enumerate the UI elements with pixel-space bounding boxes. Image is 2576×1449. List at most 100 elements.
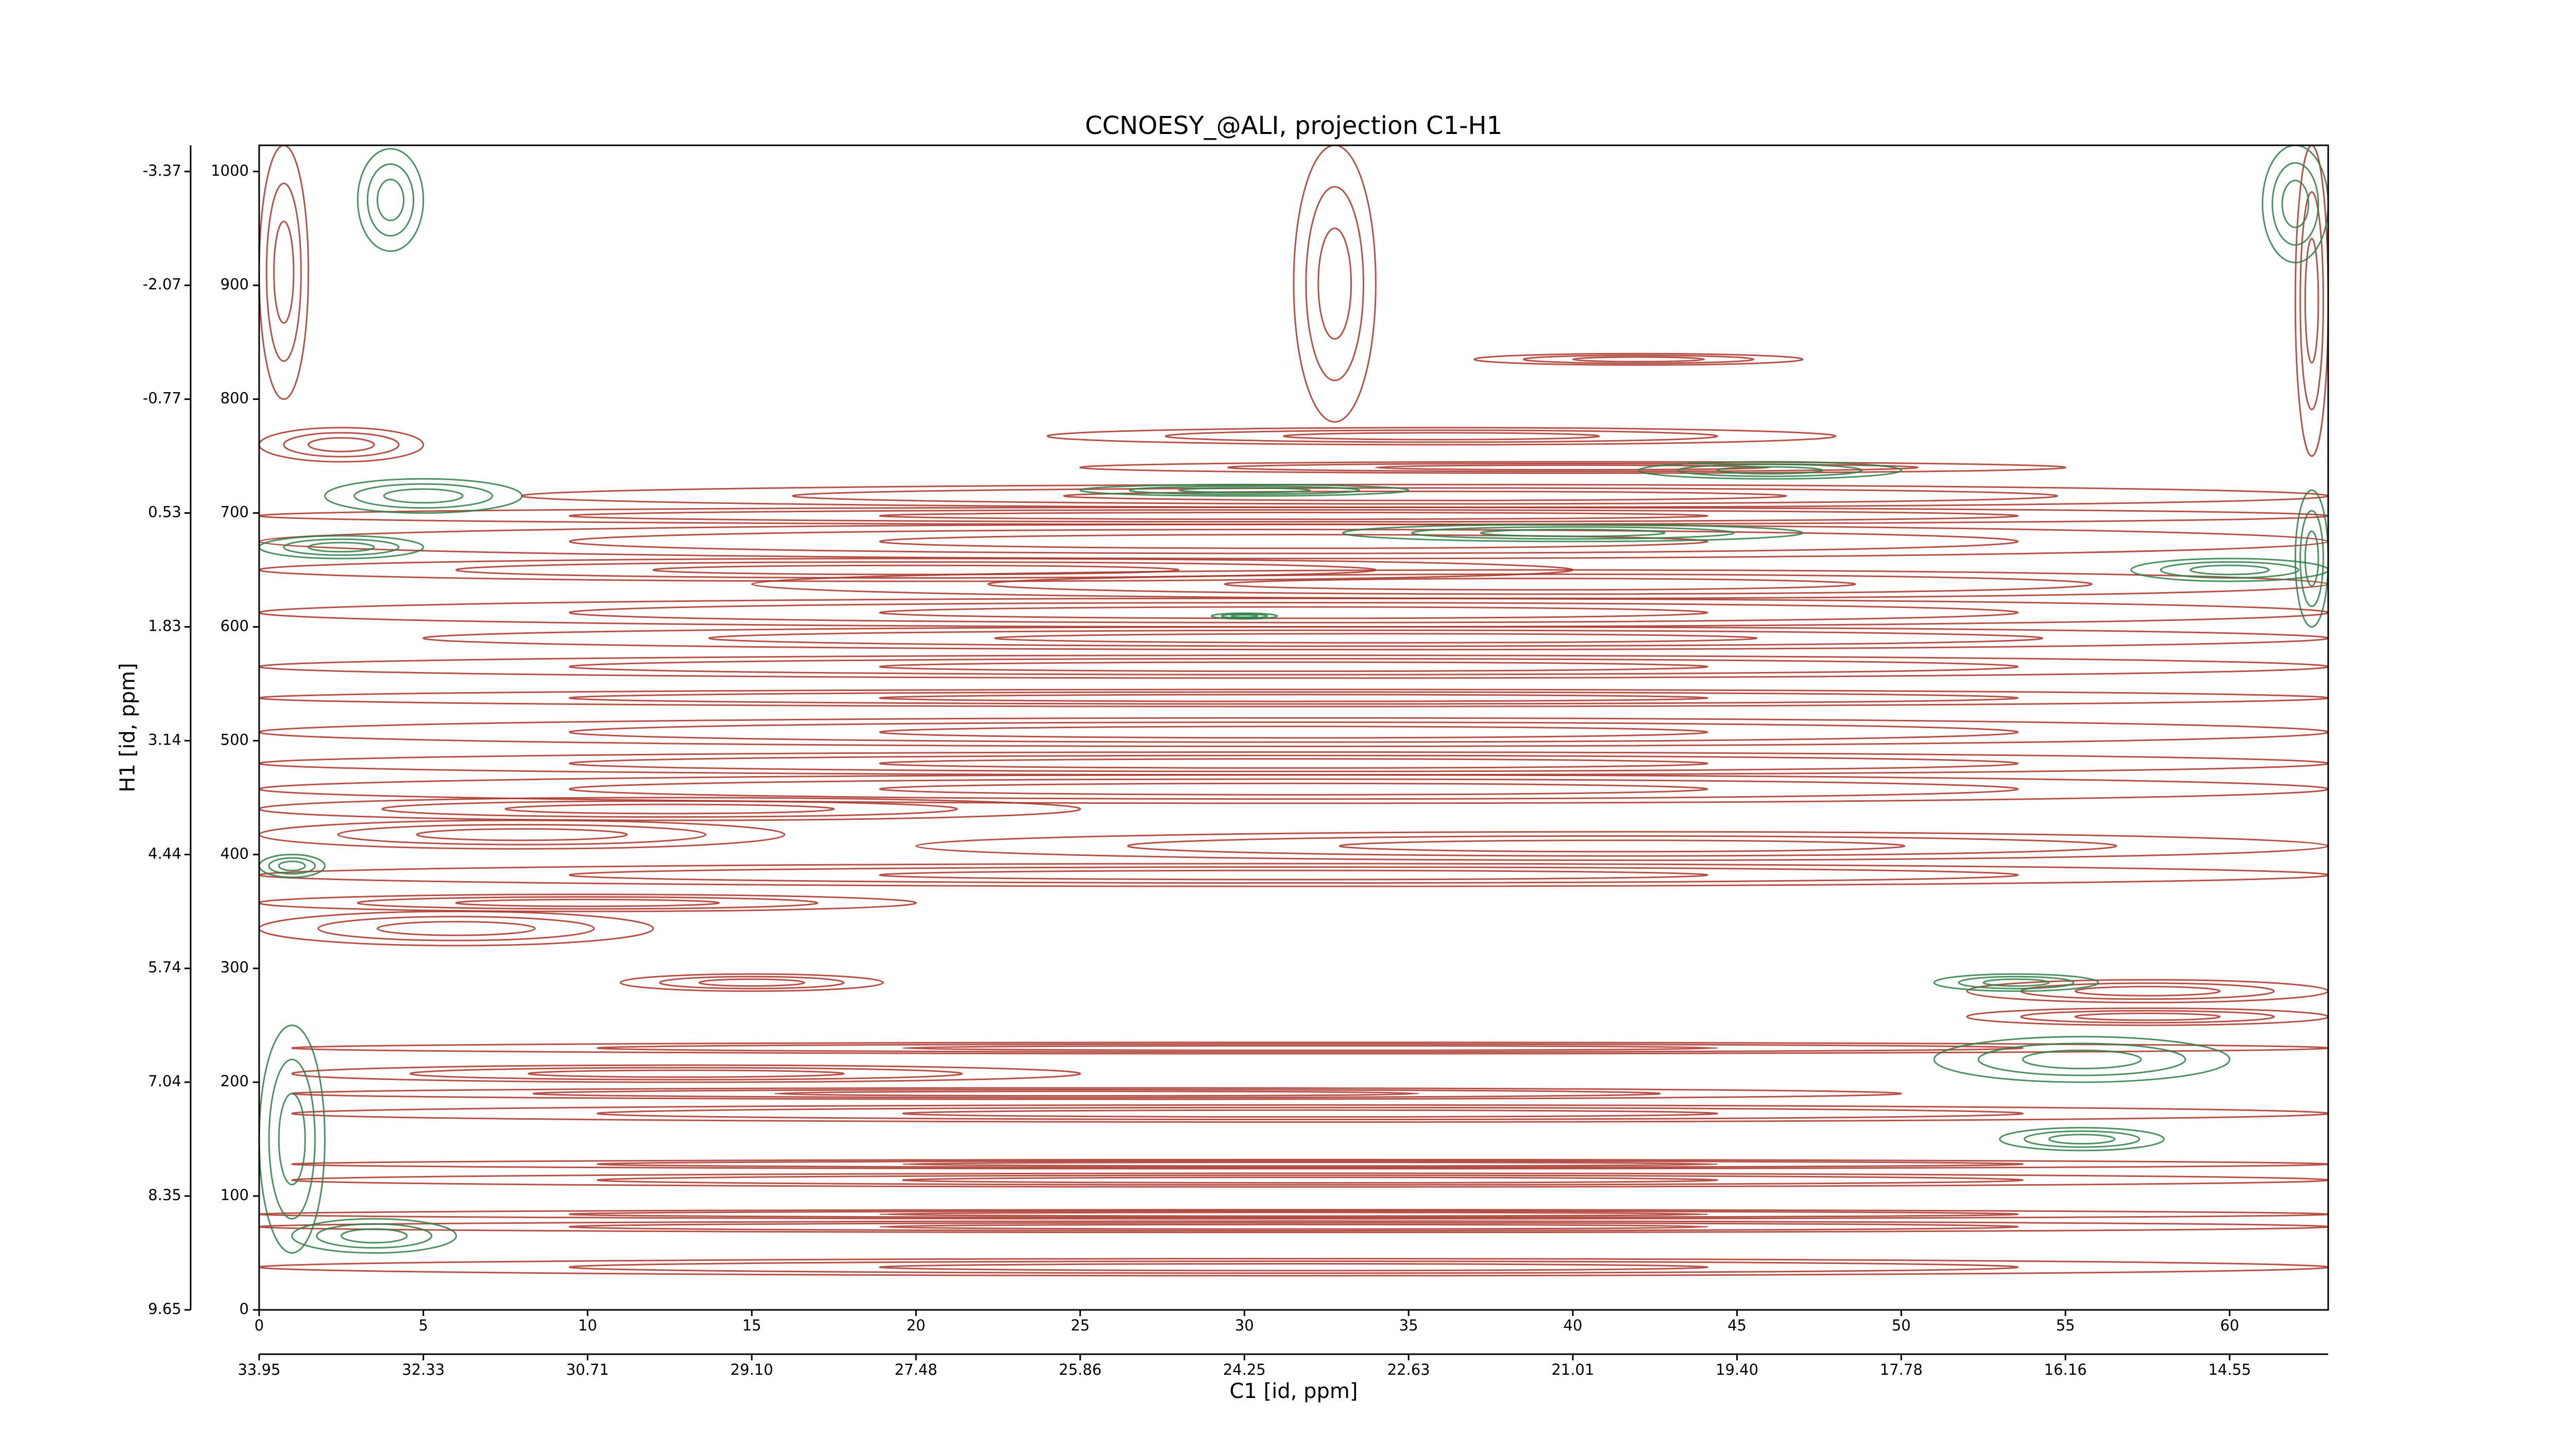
contour-level: [291, 1172, 2328, 1188]
contour-level: [619, 973, 884, 992]
contour-level: [1933, 973, 2099, 992]
contour-level: [568, 754, 2019, 772]
contour-level: [2304, 238, 2319, 364]
contour-level: [357, 896, 819, 910]
contour-level: [337, 823, 707, 846]
x2-tick-label: 14.55: [2208, 1361, 2251, 1378]
contour-level: [381, 800, 958, 818]
contour-level: [353, 483, 494, 509]
contour-level: [259, 654, 2328, 679]
contour-level: [879, 511, 1708, 520]
contour-level: [597, 1106, 2024, 1121]
y2-tick-label: 7.04: [148, 1072, 181, 1090]
contour-level: [532, 1089, 1661, 1099]
contour-level: [1677, 463, 1863, 477]
contour-level: [308, 437, 375, 452]
y-tick-label: 400: [221, 845, 249, 862]
contour-level: [2272, 162, 2319, 246]
x-tick-label: 30: [1235, 1317, 1254, 1334]
y-tick-label: 500: [221, 731, 249, 748]
contour-level: [568, 866, 2019, 884]
contour-level: [879, 1263, 1708, 1272]
y2-tick-label: 8.35: [148, 1186, 181, 1204]
contour-level: [2023, 1130, 2140, 1148]
contour-level: [1063, 491, 1787, 501]
contour-level: [259, 853, 326, 879]
contour-level: [259, 1024, 326, 1254]
contour-level: [455, 561, 1377, 579]
y2-tick-label: 3.14: [148, 731, 181, 748]
contour-level: [291, 1041, 2328, 1055]
x-tick-label: 50: [1892, 1317, 1911, 1334]
y2-tick-label: 9.65: [148, 1300, 181, 1318]
x-axis-label: C1 [id, ppm]: [1230, 1379, 1358, 1403]
contour-level: [2020, 982, 2275, 1000]
contour-level: [1637, 461, 1902, 480]
contour-level: [568, 691, 2019, 705]
x-tick-label: 40: [1563, 1317, 1582, 1334]
contour-level: [902, 1176, 1718, 1184]
y2-tick-label: 0.53: [148, 503, 181, 521]
contour-level: [2304, 530, 2319, 587]
y-tick-label: 100: [221, 1186, 249, 1204]
contour-level: [291, 1104, 2328, 1123]
contour-level: [376, 921, 536, 936]
y-tick-label: 1000: [211, 162, 249, 179]
x-tick-label: 10: [578, 1317, 597, 1334]
x-tick-label: 0: [255, 1317, 264, 1334]
y-tick-label: 900: [221, 276, 249, 293]
contour-level: [308, 542, 375, 553]
contour-level: [879, 782, 1708, 796]
contour-level: [376, 178, 404, 222]
contour-level: [259, 427, 425, 463]
contour-level: [698, 978, 805, 987]
contour-level: [259, 717, 2328, 747]
contour-level: [879, 726, 1708, 739]
y-tick-label: 600: [221, 617, 249, 634]
contour-level: [1079, 483, 1410, 497]
contour-level: [1411, 526, 1735, 540]
contour-level: [268, 1058, 316, 1220]
x-tick-label: 15: [742, 1317, 761, 1334]
contour-level: [1283, 432, 1600, 441]
contour-level: [1977, 1042, 2187, 1076]
contour-level: [2299, 191, 2324, 411]
contour-level: [879, 661, 1708, 672]
contour-level: [259, 1258, 2328, 1277]
contour-level: [291, 1064, 1081, 1083]
x2-tick-label: 21.01: [1551, 1361, 1594, 1378]
x2-tick-label: 16.16: [2044, 1361, 2087, 1378]
contour-level: [568, 658, 2019, 676]
contour-level: [1127, 835, 2117, 857]
x-tick-label: 20: [906, 1317, 925, 1334]
x2-tick-label: 25.86: [1059, 1361, 1101, 1378]
x2-tick-label: 19.40: [1716, 1361, 1758, 1378]
contour-level: [879, 1223, 1708, 1230]
x-tick-label: 25: [1071, 1317, 1090, 1334]
contour-level: [987, 573, 2093, 595]
y-tick-label: 800: [221, 390, 249, 407]
x-tick-label: 60: [2220, 1317, 2239, 1334]
contour-level: [708, 629, 2043, 647]
contour-level: [879, 606, 1708, 619]
contour-level: [1480, 529, 1666, 537]
y2-tick-label: 5.74: [148, 958, 181, 976]
y2-tick-label: 1.83: [148, 617, 181, 634]
contour-level: [504, 803, 835, 815]
contour-level: [1221, 613, 1268, 619]
contour-level: [259, 688, 2328, 707]
contour-level: [340, 1228, 408, 1244]
contour-level: [1958, 975, 2075, 989]
contour-level: [1224, 578, 1856, 591]
x2-tick-label: 27.48: [894, 1361, 937, 1378]
contour-level: [902, 1161, 1718, 1167]
contour-level: [1227, 462, 1919, 473]
contour-level: [774, 1090, 1419, 1097]
contour-level: [383, 488, 464, 504]
contour-level: [792, 487, 2058, 505]
x2-tick-label: 17.78: [1880, 1361, 1923, 1378]
contour-level: [2281, 179, 2310, 228]
contour-level: [1933, 1036, 2231, 1083]
contour-level: [1211, 612, 1278, 620]
